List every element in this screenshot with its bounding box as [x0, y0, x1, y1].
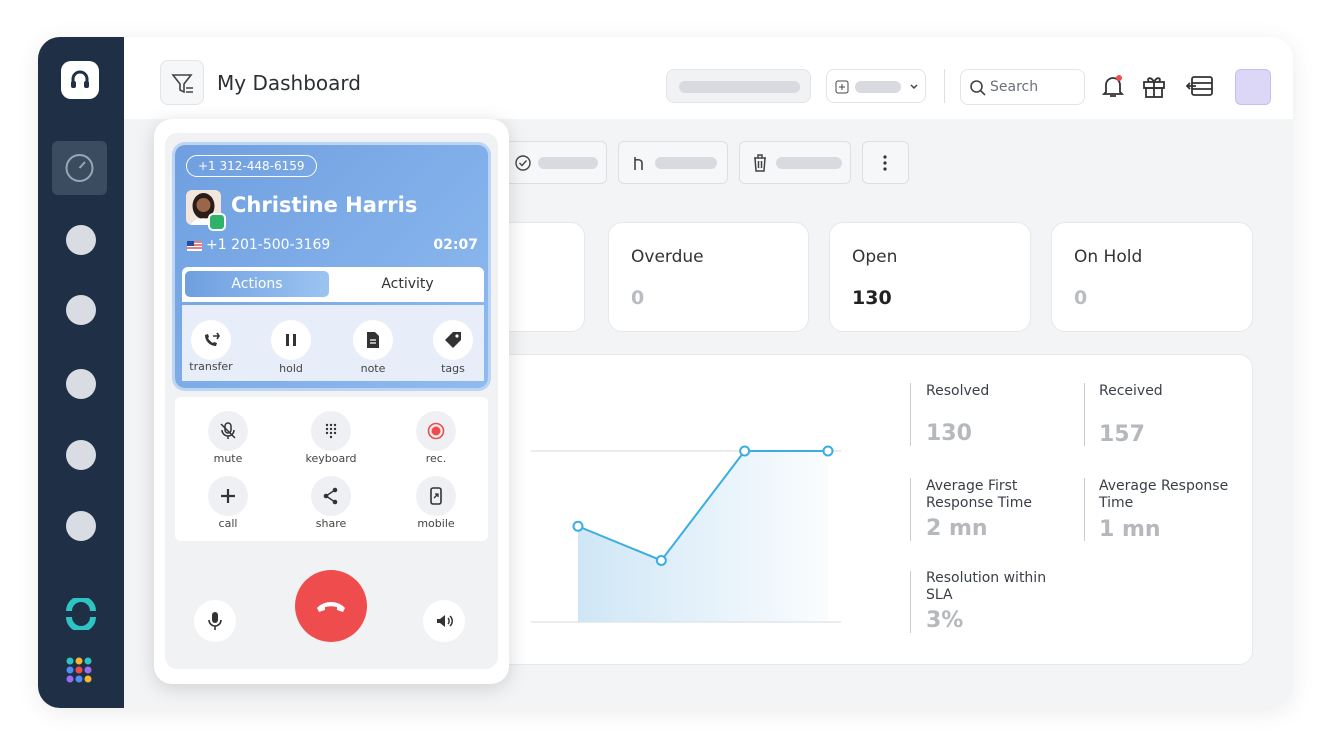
- control-mute[interactable]: [208, 411, 248, 451]
- action-tags[interactable]: [433, 320, 473, 360]
- action-label: transfer: [189, 360, 233, 373]
- action-transfer[interactable]: [191, 320, 231, 360]
- search-placeholder: Search: [990, 79, 1039, 95]
- brand-mark: [66, 598, 96, 630]
- toolbar-button[interactable]: [505, 141, 607, 184]
- stat-card: On Hold 0: [1051, 222, 1253, 332]
- nav-item[interactable]: [66, 511, 96, 541]
- call-duration: 02:07: [433, 237, 478, 253]
- point: [572, 520, 584, 532]
- control-label: keyboard: [305, 452, 357, 465]
- stat-card: Overdue 0: [608, 222, 809, 332]
- nav-item[interactable]: [66, 440, 96, 470]
- nav-item[interactable]: [66, 225, 96, 255]
- control-mobile[interactable]: [416, 476, 456, 516]
- tab[interactable]: Activity: [381, 276, 434, 292]
- mic-button[interactable]: [194, 600, 236, 642]
- stat-label: On Hold: [1074, 247, 1143, 267]
- caller-number: +1 201-500-3169: [206, 237, 331, 253]
- metric-label: Resolved: [926, 383, 990, 399]
- stat-value: 0: [631, 287, 645, 309]
- avatar[interactable]: [1235, 69, 1271, 105]
- nav-dashboard[interactable]: [52, 141, 107, 195]
- caller-id: +1 312-448-6159: [186, 155, 317, 177]
- metric-label: Average First Response Time: [926, 478, 1032, 511]
- trend-line: [577, 450, 828, 562]
- online-badge: [208, 213, 226, 231]
- actions-row: transfer hold note tags: [182, 305, 484, 381]
- placeholder-field[interactable]: [666, 69, 811, 103]
- tab-active[interactable]: Actions: [185, 271, 329, 297]
- action-note[interactable]: [353, 320, 393, 360]
- flag: [187, 241, 202, 251]
- call-panel: +1 312-448-6159 Christine Harris +1 201-…: [165, 133, 498, 669]
- action-hold[interactable]: [271, 320, 311, 360]
- toolbar-button[interactable]: [739, 141, 851, 184]
- point: [822, 445, 834, 457]
- point: [655, 554, 667, 566]
- stat-value: 130: [852, 287, 892, 309]
- filter-button[interactable]: [160, 60, 204, 105]
- action-label: note: [360, 362, 386, 375]
- search-box[interactable]: Search: [960, 69, 1085, 105]
- control-keyboard[interactable]: [311, 411, 351, 451]
- action-label: hold: [279, 362, 303, 375]
- metric-label: Received: [1099, 383, 1163, 399]
- action-label: tags: [441, 362, 465, 375]
- metric-value: 3%: [926, 608, 964, 633]
- nav-item[interactable]: [66, 295, 96, 325]
- point: [739, 445, 751, 457]
- logo: [61, 61, 99, 99]
- report-panel: Resolved 130 Received 157 Average First …: [490, 354, 1253, 665]
- gifts[interactable]: [1140, 72, 1168, 100]
- header: My Dashboard Search: [124, 37, 1293, 119]
- trend-chart: [531, 445, 841, 623]
- announcements[interactable]: [1184, 72, 1216, 100]
- call-widget: +1 312-448-6159 Christine Harris +1 201-…: [154, 119, 509, 684]
- control-record[interactable]: [416, 411, 456, 451]
- notifications[interactable]: [1099, 72, 1127, 100]
- apps-grid[interactable]: [65, 656, 97, 688]
- stat-card: Open 130: [829, 222, 1031, 332]
- caller-name: Christine Harris: [231, 193, 418, 217]
- control-label: rec.: [425, 452, 447, 465]
- area: [578, 451, 828, 622]
- stat-value: 0: [1074, 287, 1088, 309]
- control-label: mobile: [417, 517, 455, 530]
- metric-value: 1 mn: [1099, 517, 1161, 542]
- sidebar: [38, 37, 124, 708]
- caller-card: +1 312-448-6159 Christine Harris +1 201-…: [175, 145, 488, 388]
- end-call[interactable]: [295, 570, 367, 642]
- control-share[interactable]: [311, 476, 351, 516]
- stat-label: Overdue: [631, 247, 704, 267]
- metric-value: 157: [1099, 422, 1145, 447]
- control-label: share: [315, 517, 347, 530]
- metric-value: 2 mn: [926, 516, 988, 541]
- nav-item[interactable]: [66, 369, 96, 399]
- metric-label: Resolution within SLA: [926, 570, 1047, 603]
- more-button[interactable]: [862, 141, 909, 184]
- divider: [944, 69, 945, 103]
- stat-label: Open: [852, 247, 898, 267]
- toolbar-button[interactable]: [618, 141, 728, 184]
- metric-label: Average Response Time: [1099, 478, 1229, 511]
- tabs: Actions Activity: [182, 267, 484, 302]
- page-title: My Dashboard: [217, 71, 361, 95]
- control-call[interactable]: [208, 476, 248, 516]
- speaker-button[interactable]: [423, 600, 465, 642]
- view-dropdown[interactable]: [826, 69, 926, 103]
- control-label: mute: [213, 452, 243, 465]
- metric-value: 130: [926, 421, 972, 446]
- control-label: call: [218, 517, 238, 530]
- controls: mute keyboard rec. call share mobile: [175, 397, 488, 541]
